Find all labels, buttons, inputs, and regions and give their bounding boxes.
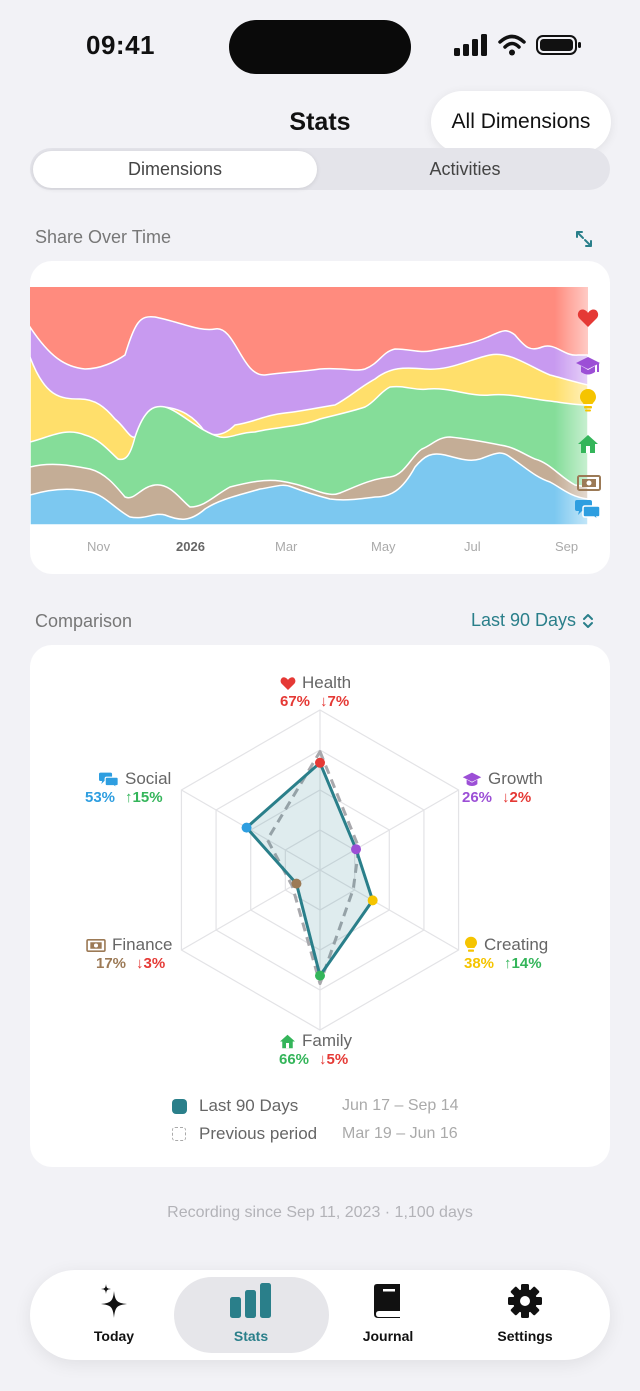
all-dimensions-button[interactable]: All Dimensions [431, 91, 611, 153]
radar-label-creating: Creating 38% ↑14% [464, 935, 574, 972]
legend-previous: Previous period Mar 19 – Jun 16 [172, 1124, 458, 1144]
radar-label-family: Family 66% ↓5% [279, 1031, 381, 1068]
dimension-pct: 66% [279, 1051, 310, 1068]
tab-label: Settings [497, 1328, 553, 1344]
expand-icon[interactable] [572, 227, 596, 251]
month-label: Mar [275, 539, 298, 554]
dimension-change: ↓7% [320, 693, 350, 710]
dimension-pct: 67% [280, 693, 311, 710]
chat-bubbles-icon [99, 772, 119, 788]
segment-dimensions[interactable]: Dimensions [127, 159, 223, 179]
dimension-change: ↑14% [504, 955, 542, 972]
radar-label-social: Social 53% ↑15% [85, 769, 185, 806]
tab-stats[interactable]: Stats [191, 1283, 311, 1344]
legend-label: Last 90 Days [199, 1096, 299, 1115]
range-selector-label: Last 90 Days [471, 610, 577, 630]
tab-label: Today [93, 1328, 135, 1344]
legend-swatch-solid [172, 1098, 187, 1114]
wifi-icon [498, 34, 526, 56]
month-label: 2026 [176, 539, 205, 554]
radar-point-social[interactable] [241, 822, 252, 833]
home-icon [578, 435, 598, 453]
tab-label: Stats [233, 1328, 269, 1344]
legend-dates: Jun 17 – Sep 14 [342, 1097, 459, 1114]
month-label: Sep [555, 539, 579, 554]
tab-label: Journal [362, 1328, 414, 1344]
graduation-cap-icon [462, 772, 482, 786]
banknote-icon [577, 475, 601, 491]
graduation-cap-icon [576, 357, 600, 375]
legend-dates: Mar 19 – Jun 16 [342, 1125, 458, 1142]
radar-point-creating[interactable] [367, 895, 378, 906]
dimension-name: Creating [484, 935, 549, 954]
dimension-pct: 38% [464, 955, 495, 972]
dimension-pct: 26% [462, 789, 493, 806]
gear-icon [508, 1284, 542, 1318]
page-title: Stats [289, 108, 351, 136]
radar-previous-period [265, 750, 361, 986]
tab-settings[interactable]: Settings [465, 1283, 585, 1344]
segment-selected-indicator [33, 151, 317, 188]
battery-icon [536, 35, 581, 55]
legend-swatch-dashed [172, 1127, 186, 1141]
dimension-pct: 53% [85, 789, 116, 806]
dimension-pct: 17% [96, 955, 127, 972]
radar-point-family[interactable] [315, 970, 325, 981]
dimension-name: Growth [488, 769, 543, 788]
radar-spoke [319, 869, 459, 951]
dimension-change: ↓5% [319, 1051, 349, 1068]
comparison-label: Comparison [35, 611, 133, 631]
dimension-name: Family [302, 1031, 353, 1050]
month-label: Jul [464, 539, 481, 554]
dimension-name: Finance [112, 935, 173, 954]
chevron-up-down-icon [583, 613, 594, 628]
lightbulb-icon [465, 936, 477, 952]
radar-point-health[interactable] [315, 757, 325, 768]
tab-today[interactable]: Today [54, 1283, 174, 1344]
dimension-change: ↓3% [136, 955, 166, 972]
banknote-icon [86, 938, 106, 952]
segment-activities[interactable]: Activities [429, 159, 501, 179]
radar-label-growth: Growth 26% ↓2% [462, 769, 572, 806]
signal-icon [454, 34, 487, 56]
legend-label: Previous period [199, 1124, 318, 1143]
month-label: May [371, 539, 396, 554]
radar-point-growth[interactable] [351, 844, 362, 855]
range-selector[interactable]: Last 90 Days [471, 610, 594, 631]
heart-icon [280, 676, 296, 690]
share-over-time-label: Share Over Time [35, 227, 172, 247]
lightbulb-icon [580, 389, 596, 412]
dimension-change: ↓2% [502, 789, 532, 806]
radar-point-finance[interactable] [291, 878, 302, 889]
status-icons [454, 34, 582, 56]
stacked-area-chart[interactable] [30, 287, 588, 525]
dimension-change: ↑15% [125, 789, 163, 806]
sparkles-icon [101, 1284, 127, 1318]
month-label: Nov [87, 539, 111, 554]
radar-label-health: Health 67% ↓7% [280, 673, 382, 710]
radar-spoke [319, 789, 459, 871]
heart-icon [577, 309, 599, 327]
home-icon [280, 1034, 295, 1048]
status-time: 09:41 [86, 30, 155, 60]
dynamic-island [229, 20, 411, 74]
bar-chart-icon [230, 1283, 271, 1318]
chat-bubbles-icon [575, 500, 601, 520]
legend-current: Last 90 Days Jun 17 – Sep 14 [172, 1096, 459, 1116]
recording-since-note: Recording since Sep 11, 2023 · 1,100 day… [167, 1204, 473, 1221]
dimension-name: Health [302, 673, 352, 692]
tab-journal[interactable]: Journal [328, 1283, 448, 1344]
radar-label-finance: Finance 17% ↓3% [86, 935, 186, 972]
book-icon [374, 1284, 400, 1318]
radar-chart[interactable] [170, 700, 470, 1040]
dimension-name: Social [125, 769, 172, 788]
